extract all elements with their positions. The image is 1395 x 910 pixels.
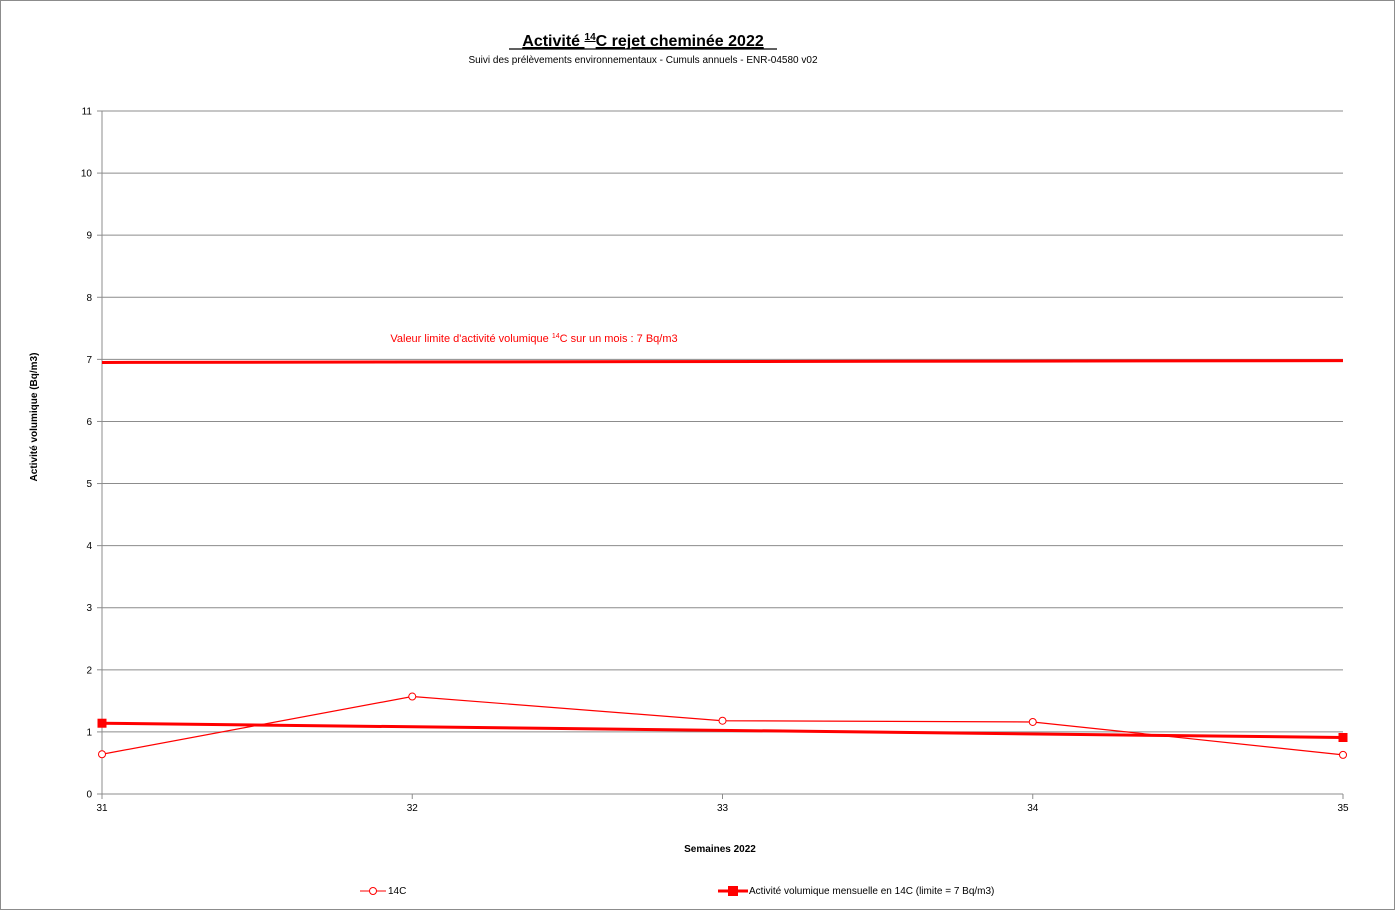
x-tick-label: 34 bbox=[1027, 803, 1039, 814]
y-tick-label: 6 bbox=[86, 417, 92, 428]
y-tick-label: 4 bbox=[86, 541, 92, 552]
y-tick-label: 8 bbox=[86, 293, 92, 304]
legend: 14C Activité volumique mensuelle en 14C … bbox=[360, 886, 994, 897]
data-point-14c bbox=[1028, 717, 1037, 726]
x-tick-label: 35 bbox=[1337, 803, 1349, 814]
limit-annotation: Valeur limite d'activité volumique 14C s… bbox=[390, 333, 677, 345]
grid bbox=[102, 110, 1343, 733]
y-tick-label: 5 bbox=[86, 479, 92, 490]
series-area bbox=[97, 692, 1348, 759]
y-axis-title: Activité volumique (Bq/m3) bbox=[29, 353, 40, 482]
chart-title: Activité 14C rejet cheminée 2022 bbox=[522, 32, 764, 50]
legend-item-14c: 14C bbox=[360, 886, 406, 897]
data-point-14c bbox=[98, 750, 106, 759]
data-point-14c bbox=[718, 716, 727, 725]
legend-marker-monthly bbox=[728, 886, 738, 896]
x-axis: 31 32 33 34 35 bbox=[96, 793, 1349, 814]
data-point-monthly bbox=[1338, 732, 1348, 742]
legend-item-monthly: Activité volumique mensuelle en 14C (lim… bbox=[718, 886, 994, 897]
chart-subtitle: Suivi des prélèvements environnementaux … bbox=[468, 55, 818, 66]
data-point-14c bbox=[1339, 750, 1347, 759]
y-tick-label: 2 bbox=[86, 665, 92, 676]
x-tick-label: 32 bbox=[407, 803, 419, 814]
x-tick-label: 31 bbox=[96, 803, 108, 814]
limit-line bbox=[101, 359, 1344, 364]
y-tick-label: 3 bbox=[86, 603, 92, 614]
y-tick-label: 9 bbox=[86, 231, 92, 242]
data-point-monthly bbox=[97, 718, 107, 728]
y-tick-label: 1 bbox=[86, 727, 92, 738]
y-tick-label: 11 bbox=[82, 107, 93, 118]
series-line-monthly bbox=[101, 721, 1344, 739]
data-point-14c bbox=[408, 692, 417, 701]
y-tick-label: 10 bbox=[81, 169, 93, 180]
legend-label-monthly: Activité volumique mensuelle en 14C (lim… bbox=[749, 886, 994, 897]
y-tick-label: 0 bbox=[86, 790, 92, 801]
y-tick-label: 7 bbox=[86, 355, 92, 366]
limit-line-group bbox=[101, 359, 1344, 364]
x-axis-title: Semaines 2022 bbox=[684, 844, 756, 855]
y-axis: 0 1 2 3 4 5 6 7 8 9 10 11 bbox=[81, 107, 103, 801]
legend-marker-14c bbox=[369, 887, 377, 895]
x-tick-label: 33 bbox=[717, 803, 729, 814]
legend-label-14c: 14C bbox=[388, 886, 406, 897]
